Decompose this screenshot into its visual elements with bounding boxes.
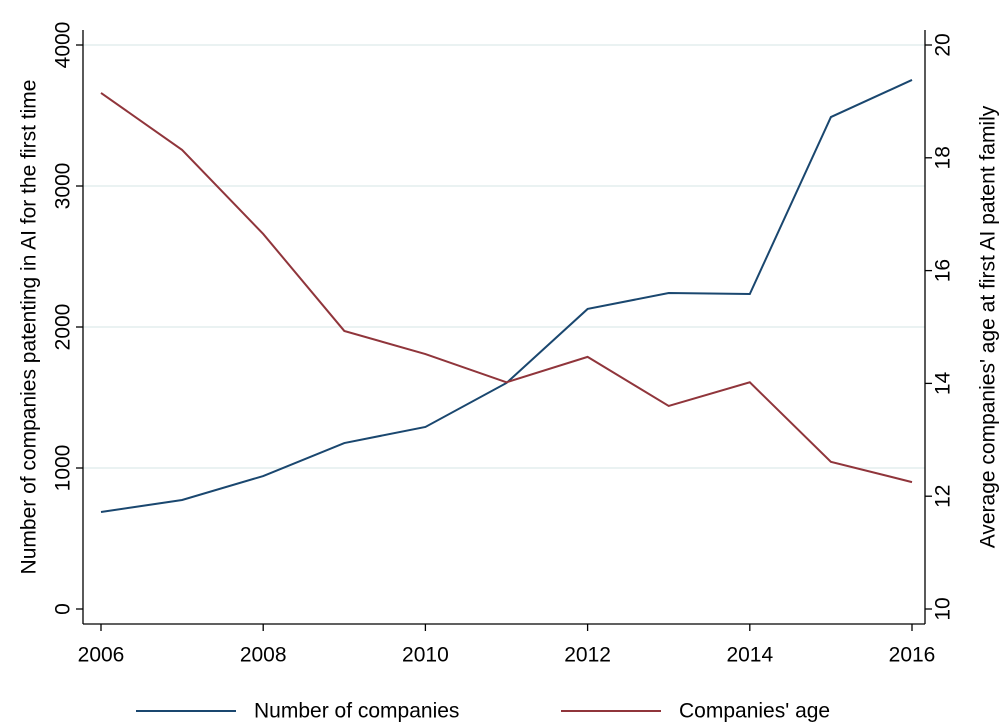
x-tick-label: 2014 xyxy=(726,644,773,667)
y2-tick-label: 18 xyxy=(932,146,955,169)
y-tick-label: 4000 xyxy=(52,22,75,69)
y2-tick-label: 16 xyxy=(932,259,955,282)
line-series xyxy=(100,79,913,513)
y-tick-label: 3000 xyxy=(52,163,75,210)
line-series xyxy=(100,92,913,484)
x-tick-label: 2010 xyxy=(402,644,449,667)
y-tick-label: 2000 xyxy=(52,304,75,351)
x-tick-label: 2008 xyxy=(240,644,287,667)
y2-tick-label: 14 xyxy=(932,371,955,395)
x-tick-label: 2016 xyxy=(889,644,936,667)
y2-tick-label: 12 xyxy=(932,485,955,508)
y-tick-label: 0 xyxy=(52,603,75,615)
y2-tick-label: 10 xyxy=(932,597,955,620)
y2-tick-label: 20 xyxy=(932,33,955,56)
legend-label: Companies' age xyxy=(679,700,830,723)
y-tick-label: 1000 xyxy=(52,445,75,492)
x-tick-label: 2006 xyxy=(78,644,125,667)
y2-axis-title: Average companies' age at first AI paten… xyxy=(977,105,1000,548)
legend-label: Number of companies xyxy=(254,700,459,723)
y-axis-title: Number of companies patenting in AI for … xyxy=(18,80,41,575)
x-tick-label: 2012 xyxy=(564,644,611,667)
